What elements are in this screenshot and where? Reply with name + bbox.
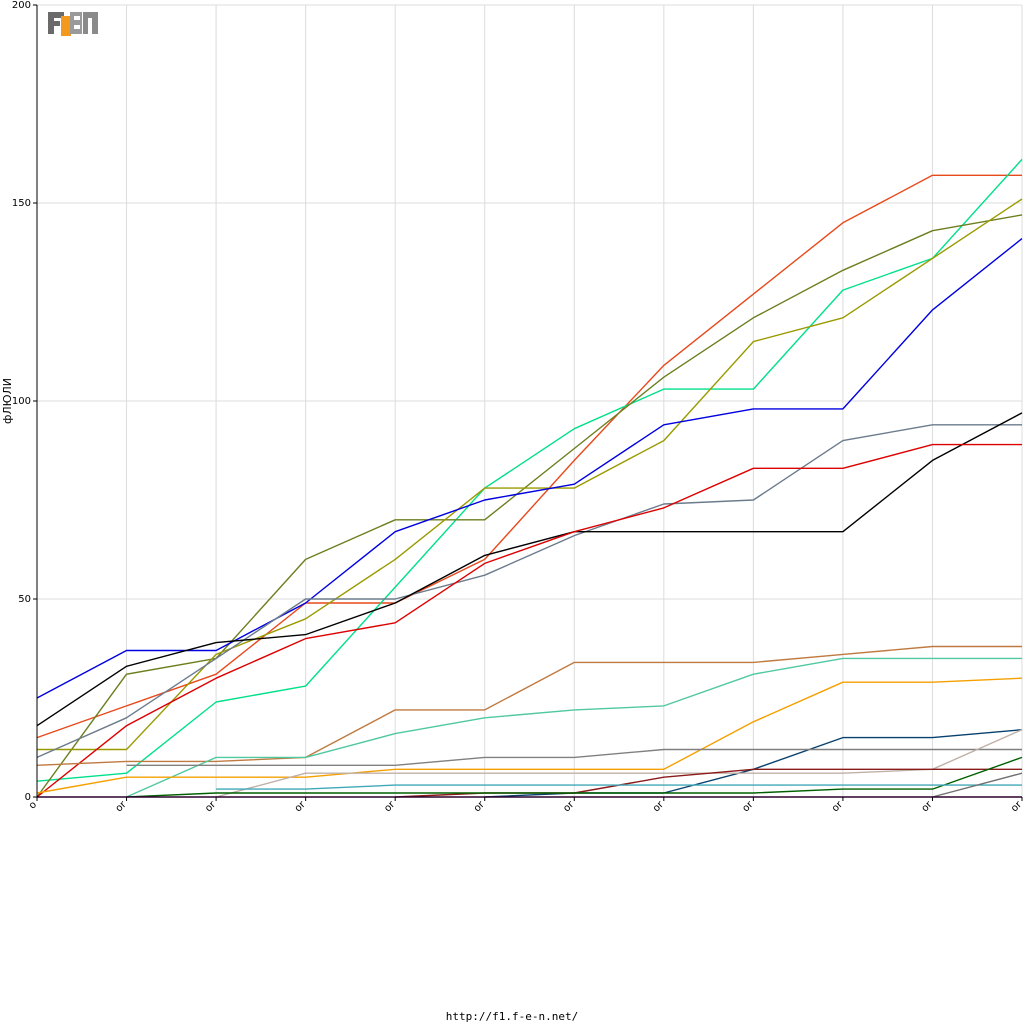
series-line-5	[36, 238, 1023, 699]
x-tick-label: or	[1009, 799, 1024, 815]
gridlines	[36, 4, 1023, 798]
y-tick-label: 150	[12, 198, 31, 209]
x-tick-label: or	[472, 799, 488, 815]
series-line-10	[126, 657, 1022, 798]
series-line-1	[36, 174, 1022, 739]
x-tick-label: or	[293, 799, 309, 815]
series-line-13	[126, 748, 1022, 766]
y-tick-label: 50	[18, 594, 31, 605]
series-line-6	[36, 424, 1022, 759]
axes	[33, 4, 1023, 801]
x-tick-label: o	[27, 799, 39, 811]
series-line-4	[37, 198, 1023, 751]
x-tick-label: or	[114, 799, 130, 815]
x-tick-label: or	[561, 799, 577, 815]
series-line-14	[215, 729, 1023, 798]
series-line-9	[36, 645, 1022, 766]
series-line-3	[36, 214, 1023, 798]
x-tick-label: or	[920, 799, 936, 815]
series-line-8	[36, 443, 1022, 798]
series-line-11	[36, 677, 1023, 794]
series-line-17	[216, 784, 1022, 790]
series-line-18	[932, 772, 1023, 798]
x-tick-label: or	[830, 799, 846, 815]
y-tick-label: 100	[12, 396, 31, 407]
f1en-logo	[48, 10, 100, 36]
x-tick-label: or	[203, 799, 219, 815]
series-line-16	[126, 756, 1023, 798]
footer-url[interactable]: http://f1.f-e-n.net/	[445, 1010, 579, 1023]
x-tick-label: or	[740, 799, 756, 815]
x-tick-label: or	[651, 799, 667, 815]
x-tick-label: or	[382, 799, 398, 815]
y-axis-title: фЛЮЛИ	[1, 378, 14, 424]
series-line-7	[36, 412, 1023, 727]
series-line-2	[36, 158, 1023, 782]
y-tick-labels: 0 50 100 150 200	[12, 0, 31, 803]
x-tick-labels: o or or or or or or or or or or or	[27, 799, 1024, 815]
y-tick-label: 200	[12, 0, 31, 11]
logo-graphic	[48, 12, 98, 36]
y-tick-label: 0	[25, 792, 31, 803]
